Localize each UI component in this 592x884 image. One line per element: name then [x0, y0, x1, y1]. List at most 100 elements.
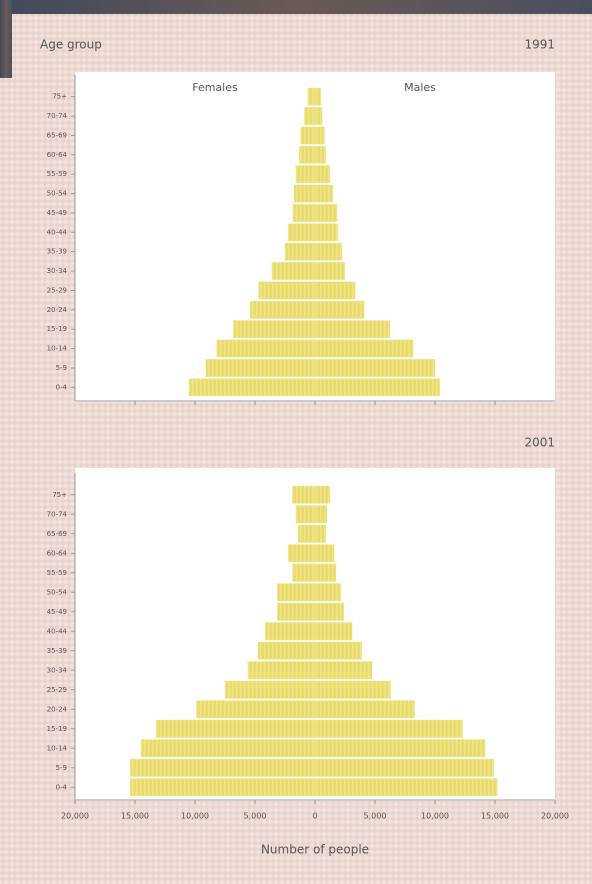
bar-texture — [315, 184, 333, 203]
bar-texture — [315, 485, 330, 504]
bar-texture — [315, 544, 335, 563]
bar-texture — [315, 320, 390, 338]
chart-title: 1991 — [524, 38, 555, 52]
bar-texture — [315, 126, 325, 145]
bar-texture — [216, 339, 315, 358]
bar-texture — [205, 359, 315, 377]
bar-texture — [315, 107, 323, 125]
bar-texture — [315, 739, 486, 758]
y-tick-label: 60-64 — [47, 549, 68, 557]
bar-texture — [277, 602, 315, 621]
y-tick-label: 40-44 — [47, 228, 68, 236]
bar-texture — [315, 204, 338, 222]
bar-texture — [292, 563, 315, 582]
y-tick-label: 35-39 — [47, 647, 67, 655]
bar-texture — [315, 339, 414, 358]
y-tick-label: 25-29 — [47, 286, 67, 294]
y-tick-label: 55-59 — [47, 170, 67, 178]
legend-label: Females — [192, 81, 238, 94]
bar-texture — [233, 320, 315, 338]
y-tick-label: 0-4 — [56, 383, 68, 391]
bar-texture — [315, 661, 372, 680]
x-tick-label: 20,000 — [541, 812, 569, 821]
y-tick-label: 70-74 — [47, 112, 68, 120]
bar-texture — [315, 602, 344, 621]
y-tick-label: 20-24 — [47, 705, 68, 713]
bar-texture — [298, 524, 315, 543]
bar-texture — [265, 622, 315, 641]
y-tick-label: 10-14 — [47, 345, 68, 353]
bar-texture — [315, 301, 365, 319]
bar-texture — [294, 184, 315, 203]
x-tick-label: 10,000 — [421, 812, 449, 821]
bar-texture — [300, 126, 315, 145]
bar-texture — [130, 778, 315, 797]
photo-strip — [0, 0, 12, 78]
chart-title: 2001 — [524, 436, 555, 450]
y-tick-label: 15-19 — [47, 325, 67, 333]
x-tick-label: 15,000 — [481, 812, 509, 821]
bar-texture — [250, 301, 315, 319]
bar-texture — [315, 641, 362, 660]
legend-label: Males — [404, 81, 436, 94]
bar-texture — [292, 485, 315, 504]
y-tick-label: 75+ — [52, 491, 67, 499]
y-tick-label: 35-39 — [47, 248, 67, 256]
bar-texture — [304, 107, 315, 125]
y-tick-label: 40-44 — [47, 627, 68, 635]
photo-strip — [0, 0, 592, 14]
y-tick-label: 45-49 — [47, 608, 67, 616]
bar-texture — [315, 505, 327, 524]
bar-texture — [315, 359, 435, 377]
bar-texture — [315, 622, 353, 641]
y-tick-label: 65-69 — [47, 530, 67, 538]
x-tick-label: 5,000 — [364, 812, 387, 821]
bar-texture — [130, 758, 315, 777]
bar-texture — [295, 505, 315, 524]
x-tick-label: 15,000 — [121, 812, 149, 821]
bar-texture — [156, 719, 315, 738]
bar-texture — [247, 661, 315, 680]
bar-texture — [315, 146, 326, 164]
bar-texture — [277, 583, 315, 602]
bar-texture — [299, 146, 315, 164]
bar-texture — [315, 563, 336, 582]
bar-texture — [315, 680, 391, 699]
bar-texture — [315, 165, 330, 183]
y-tick-label: 65-69 — [47, 131, 67, 139]
bar-texture — [285, 242, 315, 261]
bar-texture — [196, 700, 315, 719]
x-tick-label: 20,000 — [61, 812, 89, 821]
y-tick-label: 5-9 — [56, 364, 67, 372]
bar-texture — [315, 242, 342, 261]
y-tick-label: 10-14 — [47, 744, 68, 752]
bar-texture — [141, 739, 315, 758]
bar-texture — [315, 583, 341, 602]
y-tick-label: 50-54 — [47, 190, 68, 198]
x-tick-label: 0 — [312, 812, 317, 821]
bar-texture — [295, 165, 315, 183]
y-axis-label: Age group — [40, 38, 102, 52]
y-tick-label: 30-34 — [47, 267, 68, 275]
bar-texture — [315, 378, 440, 397]
y-tick-label: 20-24 — [47, 306, 68, 314]
y-tick-label: 45-49 — [47, 209, 67, 217]
bar-texture — [292, 204, 315, 222]
bar-texture — [315, 262, 345, 280]
y-tick-label: 60-64 — [47, 151, 68, 159]
y-tick-label: 0-4 — [56, 783, 68, 791]
bar-texture — [315, 524, 326, 543]
x-tick-label: 10,000 — [181, 812, 209, 821]
bar-texture — [315, 223, 338, 242]
y-tick-label: 75+ — [52, 93, 67, 101]
bar-texture — [315, 758, 494, 777]
bar-texture — [225, 680, 315, 699]
x-axis-label: Number of people — [261, 843, 369, 857]
bar-texture — [288, 223, 315, 242]
y-tick-label: 30-34 — [47, 666, 68, 674]
bar-texture — [307, 87, 315, 106]
bar-texture — [288, 544, 315, 563]
y-tick-label: 25-29 — [47, 686, 67, 694]
